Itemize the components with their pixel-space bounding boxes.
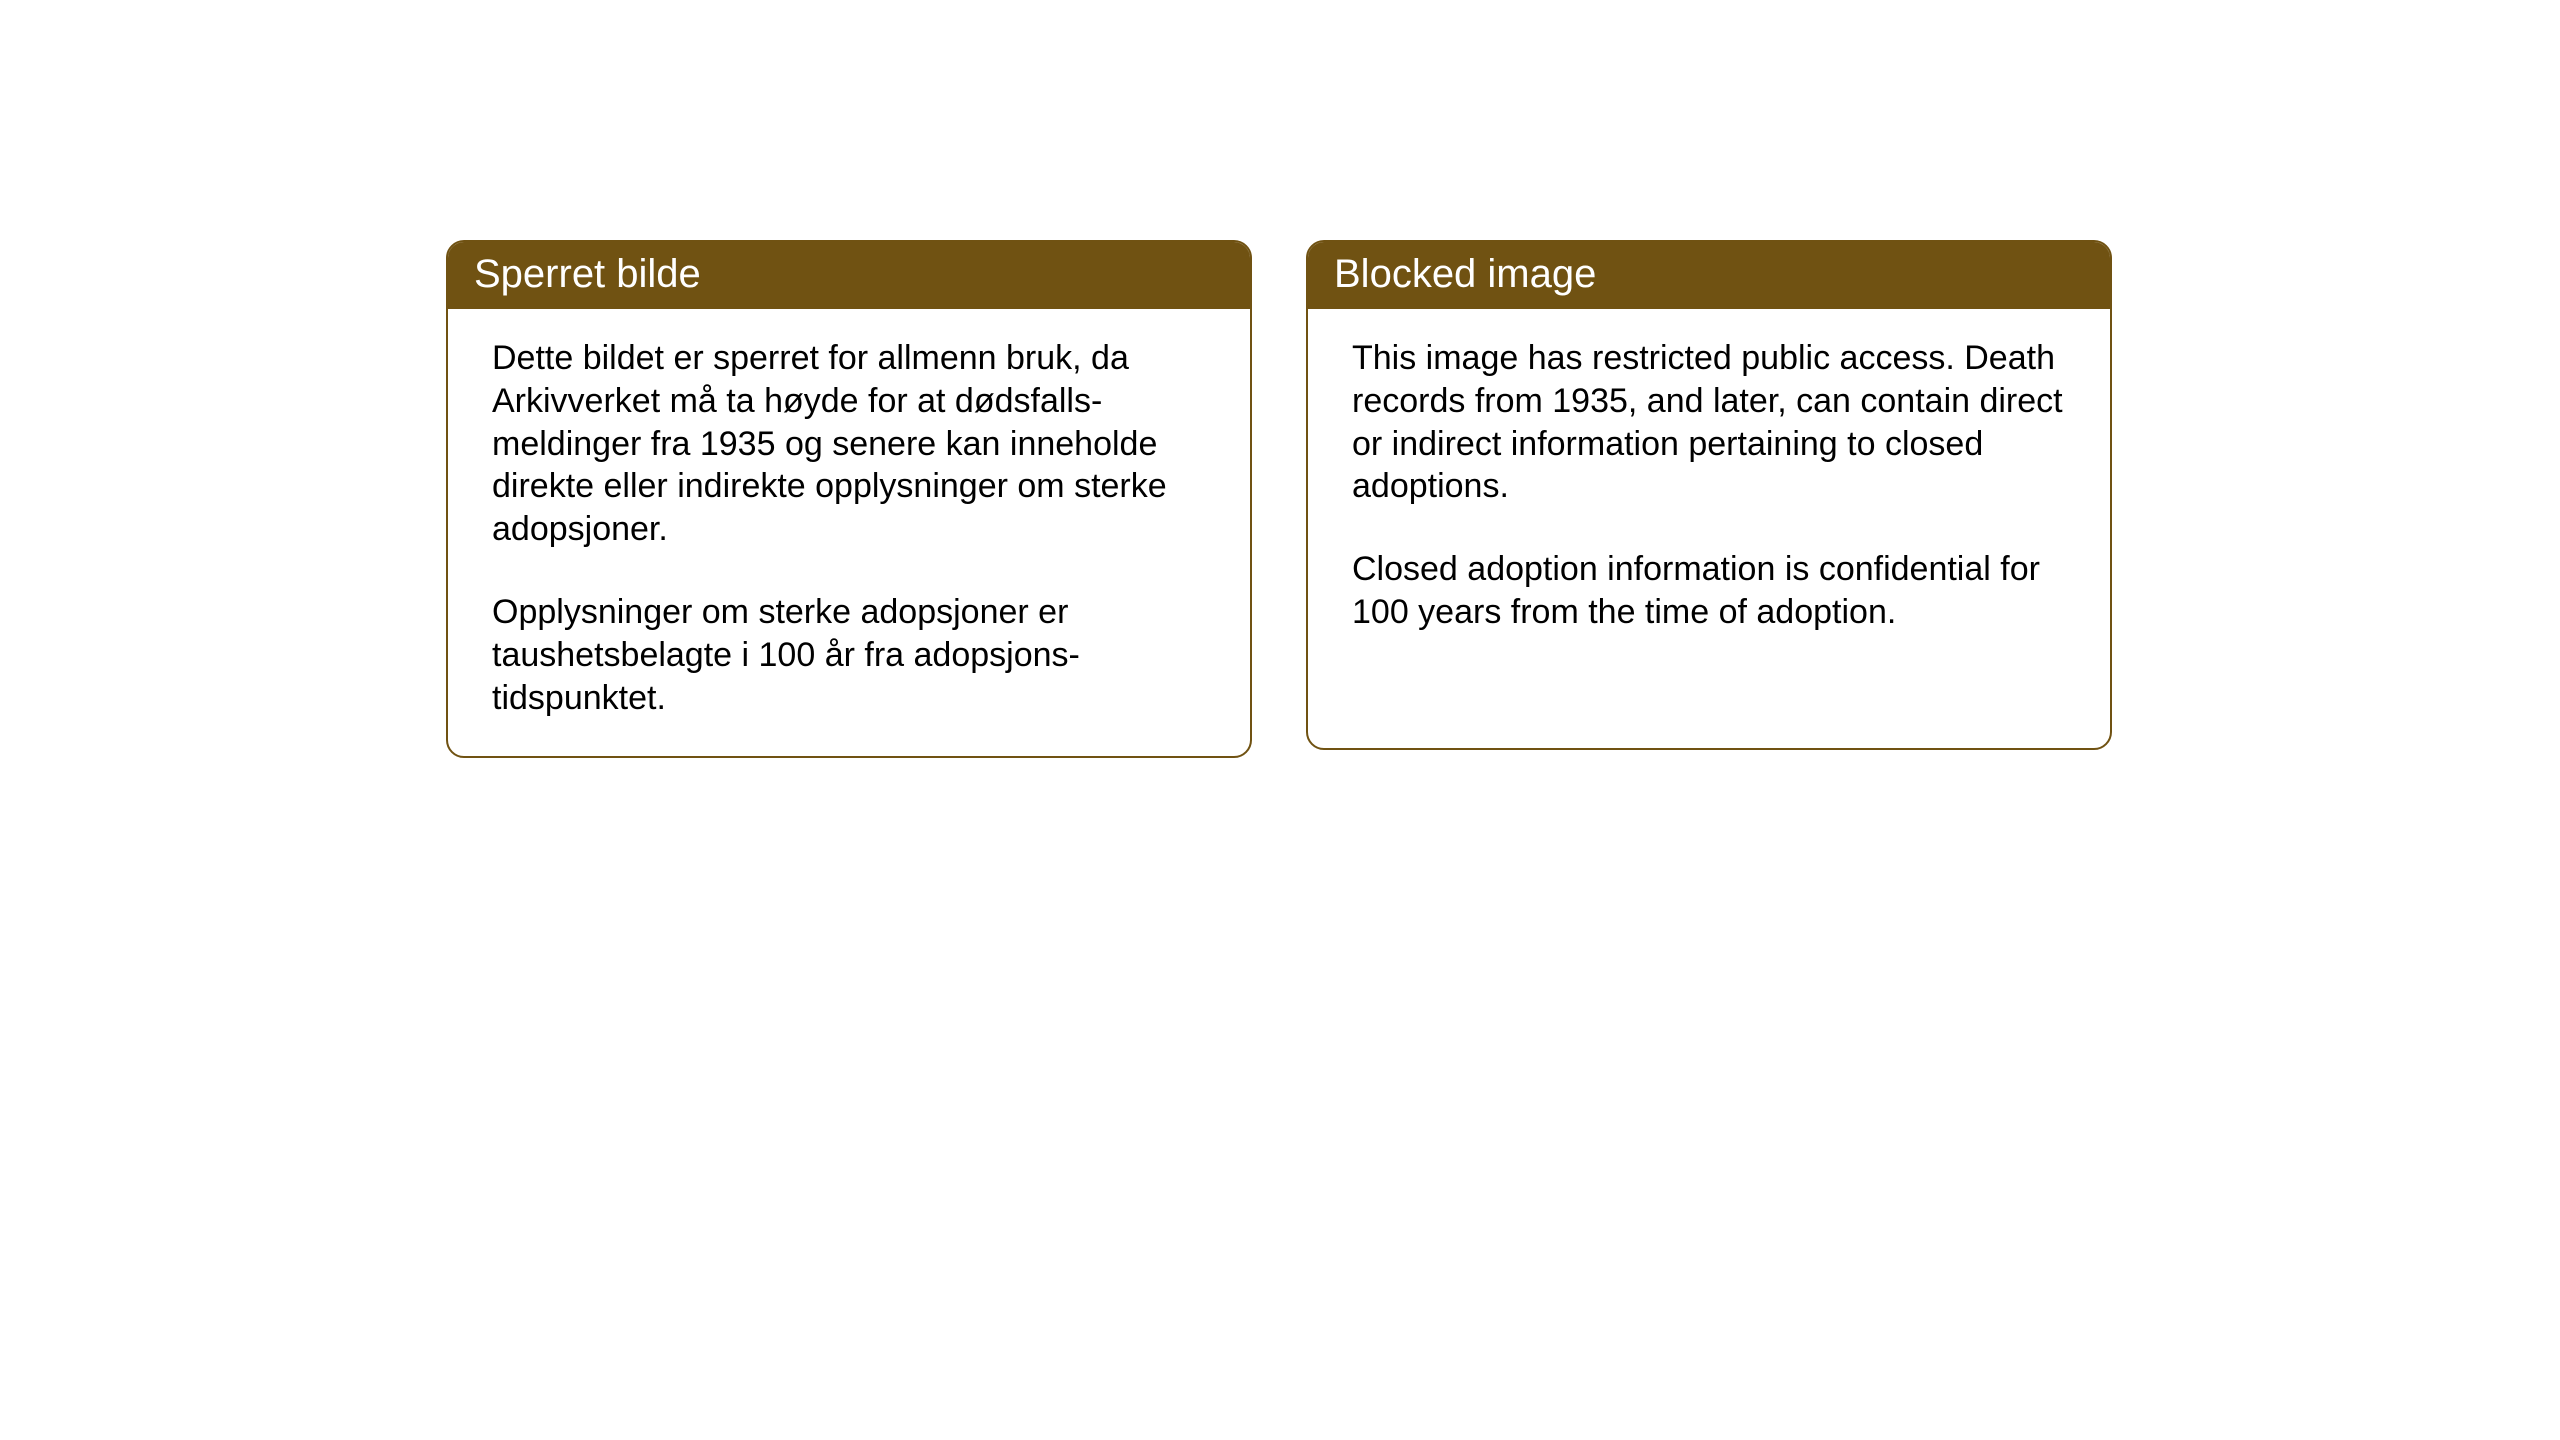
card-norwegian: Sperret bilde Dette bildet er sperret fo…: [446, 240, 1252, 758]
card-header-english: Blocked image: [1308, 242, 2110, 309]
card-body-norwegian: Dette bildet er sperret for allmenn bruk…: [448, 309, 1250, 756]
card-paragraph: Dette bildet er sperret for allmenn bruk…: [492, 337, 1206, 551]
card-paragraph: Opplysninger om sterke adopsjoner er tau…: [492, 591, 1206, 719]
card-paragraph: Closed adoption information is confident…: [1352, 548, 2066, 634]
card-english: Blocked image This image has restricted …: [1306, 240, 2112, 750]
card-body-english: This image has restricted public access.…: [1308, 309, 2110, 670]
card-container: Sperret bilde Dette bildet er sperret fo…: [446, 240, 2112, 758]
card-paragraph: This image has restricted public access.…: [1352, 337, 2066, 508]
card-header-norwegian: Sperret bilde: [448, 242, 1250, 309]
